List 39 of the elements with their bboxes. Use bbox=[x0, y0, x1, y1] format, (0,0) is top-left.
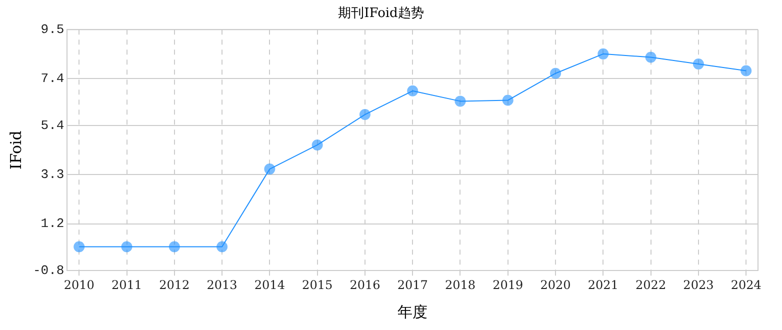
x-tick-label: 2015 bbox=[302, 278, 333, 292]
point bbox=[740, 65, 752, 76]
point bbox=[74, 241, 85, 252]
x-tick-label: 2016 bbox=[350, 278, 380, 292]
point bbox=[121, 241, 132, 252]
point bbox=[312, 139, 323, 150]
y-axis-title: IFoid bbox=[6, 130, 25, 170]
y-tick-label: 1.2 bbox=[40, 216, 64, 232]
x-tick-label: 2012 bbox=[159, 278, 190, 292]
point bbox=[598, 48, 609, 60]
x-tick-label: 2010 bbox=[64, 278, 94, 292]
point bbox=[359, 109, 370, 120]
point bbox=[454, 96, 466, 107]
y-tick-label: 7.4 bbox=[40, 71, 64, 86]
point bbox=[550, 68, 562, 79]
chart-title: 期刊IFoid趋势 bbox=[338, 6, 424, 22]
point bbox=[168, 241, 180, 252]
point bbox=[264, 164, 276, 175]
x-tick-label: 2019 bbox=[492, 278, 524, 292]
x-tick-label: 2011 bbox=[111, 278, 142, 292]
x-tick-label: 2024 bbox=[730, 278, 762, 292]
point bbox=[502, 94, 514, 106]
x-tick-label: 2022 bbox=[636, 278, 666, 292]
x-axis-title: 年度 bbox=[398, 302, 428, 321]
x-tick-label: 2023 bbox=[683, 278, 714, 292]
x-tick-label: 2014 bbox=[254, 278, 286, 292]
point bbox=[692, 58, 704, 70]
y-tick-label: 5.4 bbox=[40, 118, 64, 133]
point bbox=[216, 241, 228, 252]
y-tick-label: 3.3 bbox=[40, 167, 64, 182]
y-tick-label: -0.8 bbox=[32, 263, 64, 278]
x-tick-label: 2018 bbox=[444, 278, 476, 292]
x-tick-label: 2013 bbox=[206, 278, 238, 292]
x-tick-label: 2017 bbox=[397, 278, 428, 292]
x-tick-label: 2020 bbox=[540, 278, 571, 292]
point bbox=[407, 85, 418, 96]
point bbox=[645, 52, 656, 63]
y-tick-label: 9.5 bbox=[40, 22, 64, 38]
x-tick-label: 2021 bbox=[588, 278, 618, 292]
